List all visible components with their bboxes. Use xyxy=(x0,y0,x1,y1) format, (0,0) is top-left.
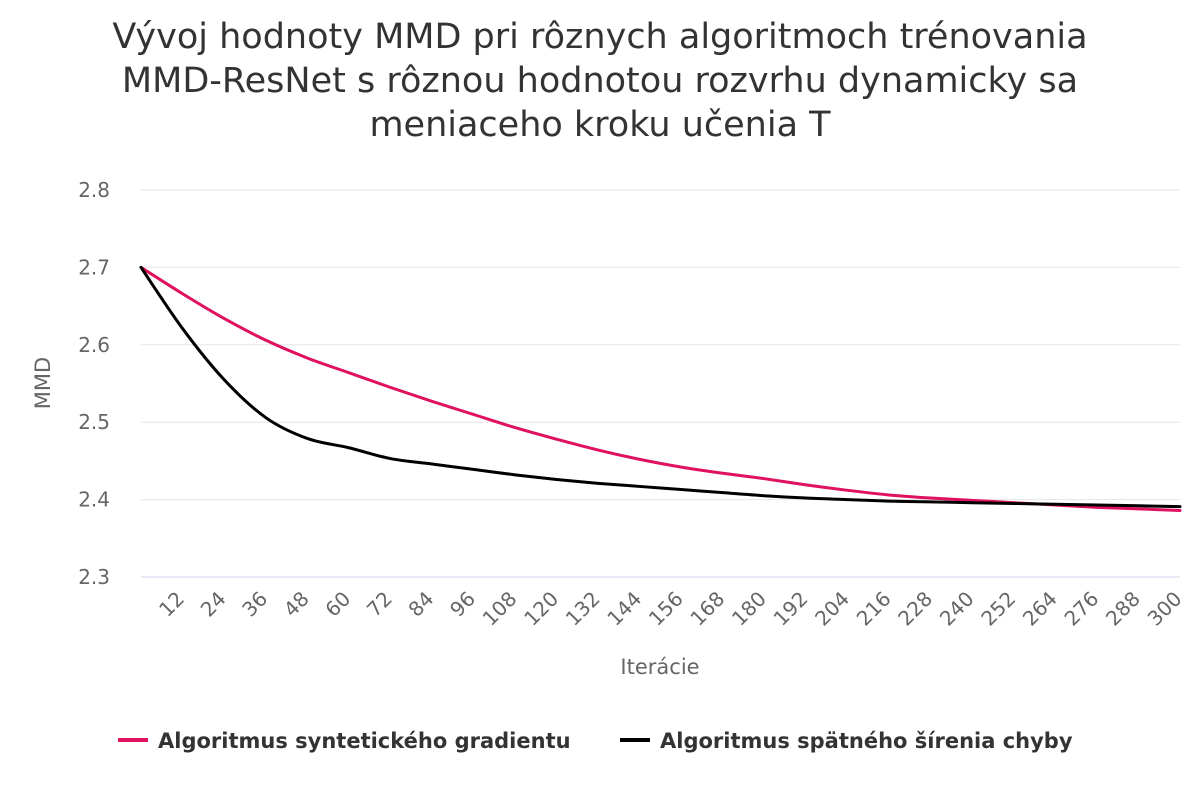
y-tick-label: 2.8 xyxy=(78,178,110,202)
x-tick-label: 108 xyxy=(478,587,522,631)
x-tick-label: 288 xyxy=(1101,587,1145,631)
x-tick-label: 48 xyxy=(279,587,314,622)
legend-item-label[interactable]: Algoritmus syntetického gradientu xyxy=(158,729,571,753)
x-axis-ticks: 12 24 36 48 60 72 84 96108120132144156168180192… xyxy=(154,587,1186,631)
y-axis-label: MMD xyxy=(31,357,55,409)
x-tick-label: 132 xyxy=(561,587,605,631)
x-tick-label: 252 xyxy=(976,587,1020,631)
x-tick-label: 240 xyxy=(935,587,979,631)
x-tick-label: 276 xyxy=(1059,587,1103,631)
y-tick-label: 2.5 xyxy=(78,410,110,434)
x-tick-label: 72 xyxy=(362,587,397,622)
x-tick-label: 24 xyxy=(196,587,231,622)
chart-title-line: meniaceho kroku učenia T xyxy=(369,105,831,145)
x-tick-label: 120 xyxy=(519,587,563,631)
y-tick-label: 2.4 xyxy=(78,488,110,512)
x-tick-label: 96 xyxy=(445,587,480,622)
chart-title: Vývoj hodnoty MMD pri rôznych algoritmoc… xyxy=(112,17,1087,145)
x-tick-label: 228 xyxy=(893,587,937,631)
x-axis-label: Iterácie xyxy=(620,655,699,679)
chart-title-line: Vývoj hodnoty MMD pri rôznych algoritmoc… xyxy=(112,17,1087,57)
grid-lines xyxy=(141,189,1180,578)
y-tick-label: 2.3 xyxy=(78,565,110,589)
series-line-2 xyxy=(139,265,1182,509)
x-tick-label: 300 xyxy=(1143,587,1187,631)
x-tick-label: 60 xyxy=(320,587,355,622)
x-tick-label: 36 xyxy=(237,587,272,622)
y-axis-ticks: 2.3 2.4 2.5 2.6 2.7 2.8 xyxy=(78,178,110,589)
x-tick-label: 192 xyxy=(769,587,813,631)
x-tick-label: 156 xyxy=(644,587,688,631)
x-tick-label: 84 xyxy=(403,587,438,622)
x-tick-label: 216 xyxy=(852,587,896,631)
chart-title-line: MMD-ResNet s rôznou hodnotou rozvrhu dyn… xyxy=(122,61,1078,101)
x-tick-label: 12 xyxy=(154,587,189,622)
x-tick-label: 180 xyxy=(727,587,771,631)
y-tick-label: 2.7 xyxy=(78,255,110,279)
x-tick-label: 168 xyxy=(685,587,729,631)
x-tick-label: 264 xyxy=(1018,587,1062,631)
series-line-1 xyxy=(139,265,1182,512)
legend: Algoritmus syntetického gradientu Algorit… xyxy=(118,729,1073,753)
x-tick-label: 144 xyxy=(602,587,646,631)
y-tick-label: 2.6 xyxy=(78,333,110,357)
x-tick-label: 204 xyxy=(810,587,854,631)
series-lines xyxy=(139,265,1182,512)
legend-item-label[interactable]: Algoritmus spätného šírenia chyby xyxy=(660,729,1073,753)
